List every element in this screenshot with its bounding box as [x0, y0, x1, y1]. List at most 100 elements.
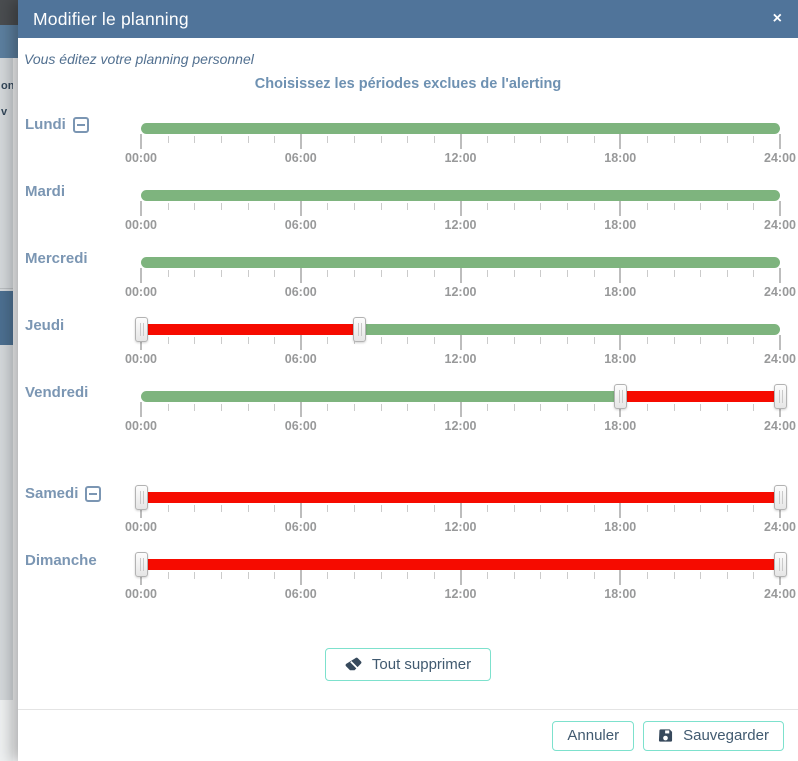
minor-tick: [327, 203, 329, 210]
slider-handle[interactable]: [613, 384, 627, 409]
tick-label: 18:00: [604, 520, 637, 534]
tick-label: 00:00: [125, 520, 157, 534]
slider-track[interactable]: [141, 123, 780, 134]
close-icon[interactable]: ×: [772, 10, 782, 27]
slider-track[interactable]: [134, 552, 787, 577]
tick-label: 24:00: [764, 285, 796, 299]
slider-handle[interactable]: [352, 317, 366, 342]
major-tick: [459, 503, 462, 518]
minor-tick: [433, 505, 435, 512]
minor-tick: [673, 404, 675, 411]
minor-tick: [220, 505, 222, 512]
minor-tick: [540, 572, 542, 579]
day-name: Vendredi: [25, 384, 89, 401]
day-name: Mardi: [25, 183, 66, 200]
remove-period-button[interactable]: [72, 116, 89, 133]
remove-period-button[interactable]: [85, 485, 102, 502]
major-tick: [779, 402, 781, 417]
tick-label: 12:00: [444, 151, 477, 165]
major-tick: [140, 134, 142, 149]
time-slider: 00:00 06:00 12:00 18:00 24:00: [125, 485, 796, 546]
minor-tick: [274, 572, 276, 579]
minor-tick: [753, 404, 755, 411]
minor-tick: [354, 572, 355, 579]
minor-tick: [700, 572, 702, 579]
minor-tick: [247, 404, 249, 411]
tick-label: 24:00: [764, 587, 796, 601]
slider-track[interactable]: [134, 485, 787, 510]
clear-all-button[interactable]: Tout supprimer: [324, 648, 492, 681]
major-tick: [459, 134, 462, 149]
minor-tick: [673, 572, 675, 579]
minor-tick: [167, 337, 169, 344]
tick-label: 12:00: [444, 587, 477, 601]
major-tick: [779, 503, 781, 518]
minor-tick: [646, 337, 648, 344]
tick-label: 12:00: [444, 285, 477, 299]
slider-handle[interactable]: [773, 552, 787, 577]
minor-tick: [593, 203, 595, 210]
major-tick: [140, 570, 142, 585]
day-label: Mardi: [25, 183, 65, 200]
period-segment-green: [359, 324, 780, 335]
tick-label: 06:00: [284, 520, 317, 534]
slider-handle[interactable]: [134, 317, 148, 342]
minor-tick: [487, 337, 489, 344]
tick-label: 24:00: [764, 218, 796, 232]
tick-label: 18:00: [604, 419, 637, 433]
slider-track[interactable]: [141, 384, 787, 409]
slider-track[interactable]: [141, 190, 780, 201]
save-disk-icon: [658, 728, 673, 743]
slider-track[interactable]: [141, 257, 780, 268]
day-row: Mardi 00:00 06:00 12:00 18:00 24:00: [18, 177, 798, 244]
minor-tick: [220, 203, 222, 210]
tick-label: 24:00: [764, 151, 796, 165]
minor-tick: [487, 505, 489, 512]
time-slider: 00:00 06:00 12:00 18:00 24:00: [125, 317, 796, 378]
backdrop-block: [0, 25, 18, 58]
day-row: Vendredi 00:00 06:00 12:00 18:00 24:00: [18, 378, 798, 445]
minor-tick: [327, 572, 329, 579]
period-segment-red: [141, 492, 780, 503]
minor-tick: [274, 337, 276, 344]
minor-tick: [673, 270, 675, 277]
minor-tick: [354, 505, 355, 512]
major-tick: [619, 503, 622, 518]
major-tick: [299, 503, 302, 518]
minor-tick: [167, 404, 169, 411]
major-tick: [459, 201, 462, 216]
minor-tick: [593, 337, 595, 344]
minor-tick: [726, 270, 728, 277]
major-tick: [459, 335, 462, 350]
minor-tick: [167, 270, 169, 277]
minor-tick: [194, 203, 196, 210]
slider-track[interactable]: [134, 317, 780, 342]
minor-tick: [513, 505, 515, 512]
slider-handle[interactable]: [134, 485, 148, 510]
minor-tick: [726, 404, 728, 411]
minor-tick: [327, 270, 329, 277]
cancel-button[interactable]: Annuler: [552, 720, 635, 751]
slider-handle[interactable]: [773, 384, 787, 409]
minor-tick: [354, 136, 355, 143]
minor-tick: [593, 404, 595, 411]
minor-tick: [220, 270, 222, 277]
minor-tick: [247, 505, 249, 512]
minor-tick: [646, 404, 648, 411]
minor-tick: [513, 337, 515, 344]
minor-tick: [646, 203, 648, 210]
minor-tick: [380, 136, 382, 143]
clear-row: Tout supprimer: [18, 648, 798, 681]
minor-tick: [540, 203, 542, 210]
slider-handle[interactable]: [134, 552, 148, 577]
minor-tick: [274, 270, 276, 277]
minor-tick: [407, 572, 409, 579]
save-button[interactable]: Sauvegarder: [643, 720, 784, 751]
minor-tick: [433, 572, 435, 579]
minor-tick: [753, 203, 755, 210]
tick-label: 00:00: [125, 419, 157, 433]
major-tick: [299, 335, 302, 350]
major-tick: [619, 268, 622, 283]
minor-tick: [247, 572, 249, 579]
slider-handle[interactable]: [773, 485, 787, 510]
